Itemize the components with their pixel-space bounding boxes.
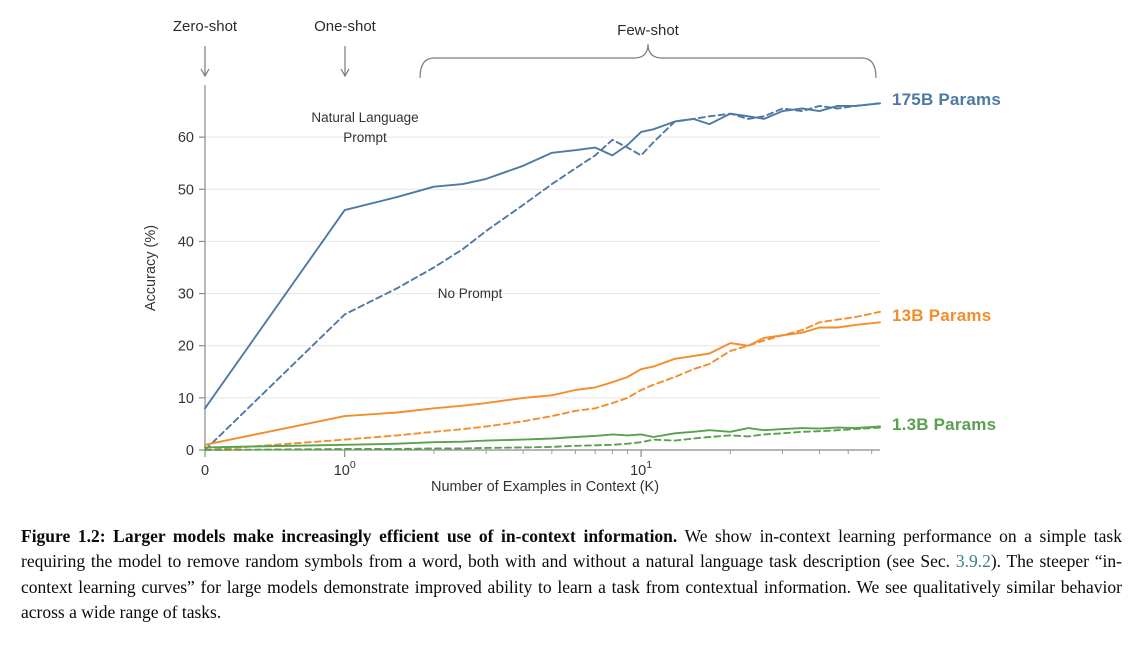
figure-caption: Figure 1.2: Larger models make increasin… — [21, 524, 1122, 626]
caption-bold-title: Figure 1.2: Larger models make increasin… — [21, 526, 678, 546]
nl-prompt-line1: Natural Language — [311, 110, 419, 125]
y-axis-label: Accuracy (%) — [143, 224, 159, 312]
chart-canvas: 0 10 20 30 40 50 60 0 100 101 — [178, 43, 881, 479]
nl-prompt-line2: Prompt — [343, 130, 387, 146]
few-shot-brace — [419, 43, 877, 79]
y-tick-label: 30 — [178, 287, 194, 303]
figure-1-2: 0 10 20 30 40 50 60 0 100 101 Zero-shot One-shot … — [143, 18, 1001, 495]
caption-text-2: ). The steeper “in-context learning curv… — [21, 551, 1122, 623]
series-line-1.3B-dashed — [204, 426, 881, 451]
series-line-1.3B-solid — [204, 425, 881, 449]
few-shot-label: Few-shot — [617, 22, 679, 39]
zero-shot-label: Zero-shot — [172, 18, 238, 35]
y-tick-label: 20 — [178, 339, 194, 355]
y-tick-label: 10 — [178, 391, 194, 407]
x-tick-label: 101 — [630, 459, 652, 479]
one-shot-arrow-icon — [340, 46, 350, 78]
series-label-13b: 13B Params — [892, 306, 992, 325]
y-tick-label: 0 — [186, 443, 194, 459]
natural-language-prompt-label: Natural Language Prompt — [280, 108, 450, 149]
x-tick-label: 100 — [334, 459, 356, 479]
series-line-175B-solid — [204, 102, 881, 410]
zero-shot-arrow-icon — [200, 46, 210, 78]
x-axis-label: Number of Examples in Context (K) — [430, 479, 660, 495]
series-label-1-3b: 1.3B Params — [892, 415, 997, 434]
no-prompt-label: No Prompt — [437, 286, 503, 301]
series-label-175b: 175B Params — [892, 90, 1001, 109]
y-tick-label: 50 — [178, 182, 194, 198]
one-shot-label: One-shot — [314, 18, 376, 35]
series-line-13B-dashed — [204, 310, 881, 451]
section-3-9-2-link[interactable]: 3.9.2 — [955, 551, 991, 572]
caption-text-1: We show in-context learning performance … — [21, 526, 1122, 572]
series-line-175B-dashed — [204, 102, 881, 451]
series-line-13B-solid — [204, 321, 881, 446]
y-tick-label: 60 — [178, 130, 194, 146]
y-tick-label: 40 — [178, 234, 194, 250]
x-tick-label: 0 — [201, 463, 209, 479]
